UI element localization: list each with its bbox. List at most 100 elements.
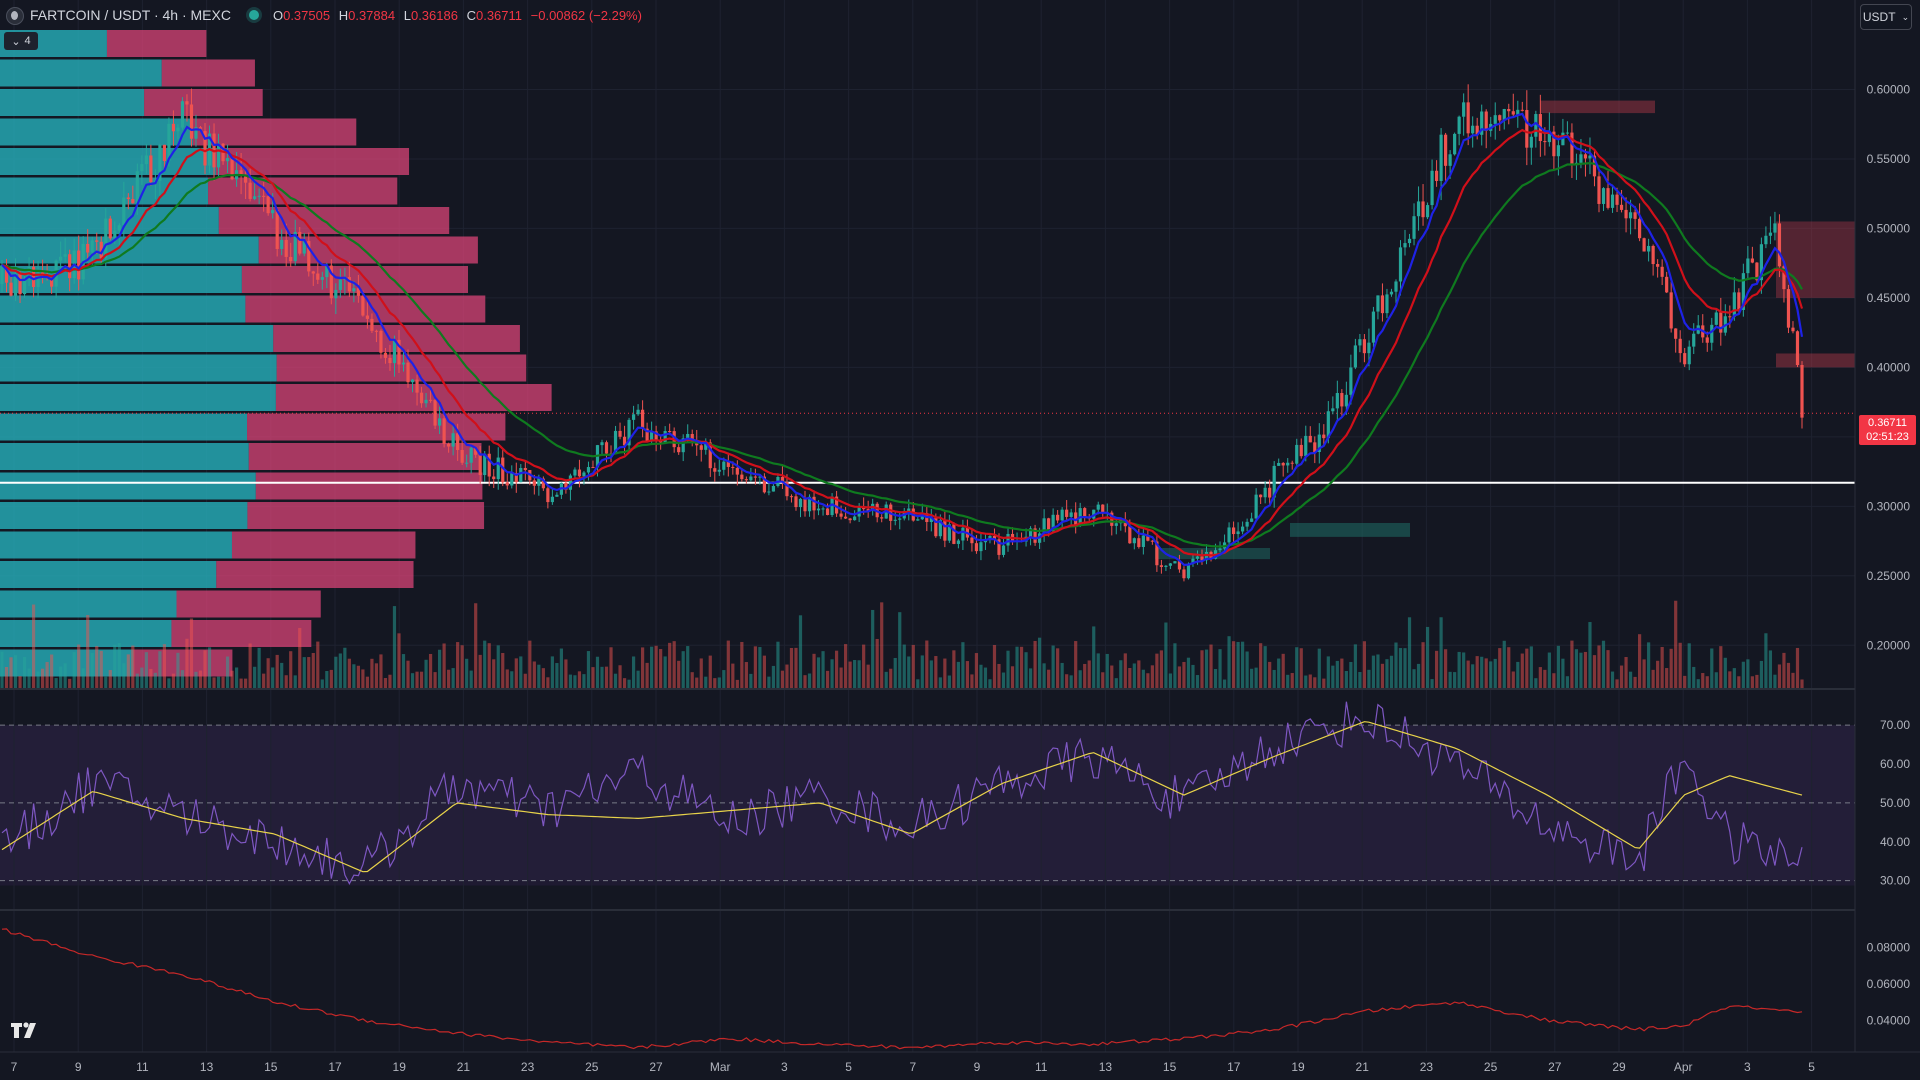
volume-bar (1137, 660, 1141, 688)
volume-bar (266, 658, 270, 688)
candle-body (1610, 194, 1615, 208)
candle-body (194, 127, 198, 139)
candle-body (424, 399, 428, 404)
candle-body (1349, 367, 1353, 395)
candle-body (749, 476, 753, 481)
time-tick-label: 15 (264, 1060, 278, 1074)
candle-body (1800, 364, 1804, 418)
candle-body (1299, 444, 1303, 457)
candle-body (1028, 528, 1033, 537)
indicators-collapse-button[interactable]: ⌄ 4 (4, 32, 38, 50)
candle-body (1367, 342, 1371, 354)
volume-bar (650, 646, 654, 688)
chevron-down-icon: ⌄ (11, 35, 21, 48)
volume-bar (379, 654, 383, 688)
volume-bar (225, 656, 230, 688)
volume-bar (550, 656, 554, 688)
volume-bar (356, 665, 360, 688)
candle-body (898, 518, 902, 520)
volume-bar (1642, 659, 1646, 688)
volume-bar (884, 671, 888, 688)
candle-body (1480, 111, 1484, 135)
candle-body (568, 475, 573, 490)
volume-bar (1615, 679, 1619, 688)
volume-bar (244, 678, 248, 688)
candle-body (1335, 393, 1339, 409)
candle-body (929, 518, 933, 523)
candle-body (406, 362, 410, 383)
volume-bar (523, 673, 527, 688)
volume-bar (447, 669, 451, 688)
candle-body (726, 461, 730, 467)
candle-body (1660, 266, 1664, 277)
candle-body (1556, 145, 1560, 157)
volume-bar (1168, 673, 1173, 688)
candle-body (469, 447, 473, 463)
candle-body (767, 491, 771, 493)
volume-bar (1231, 641, 1236, 688)
candle-body (1421, 201, 1425, 218)
volume-profile-up (0, 177, 209, 205)
candle-body (961, 527, 965, 541)
candle-body (1092, 509, 1096, 519)
volume-bar (271, 667, 275, 688)
candle-body (713, 468, 717, 472)
volume-bar (1601, 640, 1606, 688)
volume-bar (1259, 643, 1263, 688)
volume-bar (1416, 663, 1421, 688)
volume-bar (1019, 646, 1024, 688)
volume-bar (117, 642, 121, 688)
volume-bar (338, 653, 342, 688)
volume-bar (86, 615, 90, 688)
candle-body (1001, 545, 1006, 555)
volume-bar (893, 657, 897, 688)
volume-bar (1764, 633, 1768, 688)
volume-bar (1128, 667, 1132, 688)
volume-bar (645, 662, 649, 688)
candle-body (397, 339, 401, 365)
tradingview-logo-icon[interactable] (10, 1020, 42, 1040)
time-tick-label: 27 (1548, 1060, 1562, 1074)
candle-body (388, 357, 392, 364)
candle-body (180, 101, 185, 128)
volume-bar (934, 656, 938, 688)
volume-bar (1263, 646, 1267, 688)
volume-bar (591, 667, 595, 688)
candle-body (1371, 311, 1376, 343)
symbol-title[interactable]: FARTCOIN / USDT · 4h · MEXC (30, 7, 231, 23)
candle-body (1128, 526, 1132, 544)
ema-fast-line (1, 112, 1804, 567)
volume-bar (72, 652, 76, 688)
candle-body (144, 155, 148, 165)
candle-body (1656, 264, 1660, 267)
volume-bar (627, 679, 631, 688)
candle-body (956, 540, 960, 544)
candle-body (447, 443, 451, 447)
volume-bar (925, 640, 929, 688)
volume-bar (1516, 661, 1520, 688)
volume-bar (1146, 673, 1150, 688)
candle-body (1227, 527, 1231, 543)
candle-body (1732, 292, 1736, 317)
lower-tick-label: 0.06000 (1867, 977, 1911, 991)
time-tick-label: 9 (75, 1060, 82, 1074)
volume-profile-up (0, 620, 172, 647)
volume-bar (929, 660, 933, 688)
volume-bar (194, 671, 198, 688)
volume-bar (1656, 660, 1660, 688)
candle-body (374, 330, 379, 332)
currency-select[interactable]: USDT ⌄ (1860, 4, 1912, 30)
candle-body (798, 498, 803, 508)
candle-body (1150, 540, 1154, 542)
candle-body (122, 197, 126, 226)
candle-body (90, 240, 94, 253)
volume-bar (1498, 648, 1502, 688)
candle-body (311, 271, 315, 274)
time-tick-label: 15 (1163, 1060, 1177, 1074)
symbol-header: FARTCOIN / USDT · 4h · MEXC O0.37505 H0.… (0, 0, 647, 30)
volume-bar (50, 654, 54, 688)
volume-bar (1592, 655, 1597, 688)
candle-body (1114, 523, 1118, 526)
volume-bar (1619, 665, 1624, 688)
